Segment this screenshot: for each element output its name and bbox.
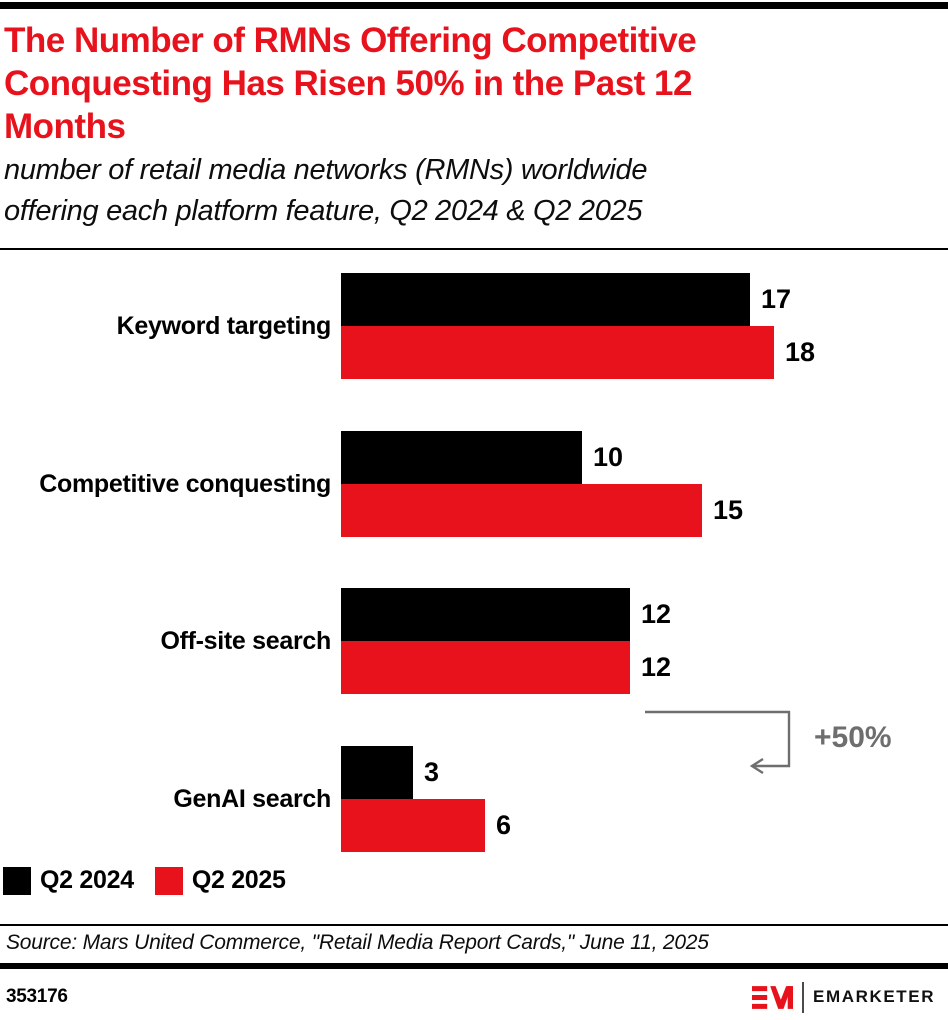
bar-chart: +50% Keyword targeting 17 18 Competitive co…	[0, 260, 948, 860]
chart-row: Off-site search 12 12	[0, 588, 948, 694]
emarketer-wordmark: EMARKETER	[813, 987, 936, 1006]
value-label: 12	[641, 599, 672, 629]
chart-subtitle: number of retail media networks (RMNs) w…	[4, 154, 648, 227]
bar-q2-2024	[341, 746, 413, 799]
value-label: 12	[641, 652, 672, 682]
emarketer-logo: EMARKETER	[752, 981, 935, 1013]
category-label: Keyword targeting	[116, 311, 332, 340]
category-label: Competitive conquesting	[39, 469, 331, 498]
chart-legend: Q2 2024 Q2 2025	[3, 866, 286, 895]
category-label: GenAI search	[173, 784, 331, 813]
chart-row: Keyword targeting 17 18	[0, 273, 948, 379]
bar-q2-2025	[341, 484, 702, 537]
bar-q2-2025	[341, 799, 485, 852]
source-line: Source: Mars United Commerce, "Retail Me…	[6, 931, 709, 954]
legend-swatch-q2-2024	[3, 866, 31, 895]
category-label: Off-site search	[160, 626, 331, 655]
value-label: 17	[761, 284, 792, 314]
bar-q2-2025	[341, 641, 630, 694]
growth-annotation-bracket: +50%	[645, 710, 892, 775]
value-label: 18	[785, 337, 816, 367]
chart-row: Competitive conquesting 10 15	[0, 431, 948, 537]
chart-row: GenAI search 3 6	[0, 746, 948, 852]
logo-divider	[802, 981, 804, 1013]
value-label: 15	[713, 495, 744, 525]
value-label: 10	[593, 442, 624, 472]
value-label: 3	[424, 757, 440, 787]
bar-q2-2024	[341, 273, 750, 326]
growth-annotation-label: +50%	[814, 721, 892, 754]
chart-id: 353176	[6, 986, 68, 1007]
legend-label-q2-2025: Q2 2025	[191, 866, 286, 894]
footer-divider	[0, 963, 948, 969]
legend-swatch-q2-2025	[154, 866, 183, 895]
em-logo-icon	[752, 985, 793, 1009]
value-label: 6	[496, 810, 512, 840]
arrowhead-icon	[749, 757, 764, 775]
source-divider	[0, 924, 948, 926]
header-divider	[0, 248, 948, 250]
chart-title: The Number of RMNs Offering Competitive …	[4, 21, 697, 146]
bar-q2-2025	[341, 326, 774, 379]
bracket-lines	[645, 710, 791, 775]
legend-label-q2-2024: Q2 2024	[40, 866, 134, 894]
top-accent-bar	[0, 2, 948, 9]
bar-q2-2024	[341, 588, 630, 641]
bar-q2-2024	[341, 431, 582, 484]
